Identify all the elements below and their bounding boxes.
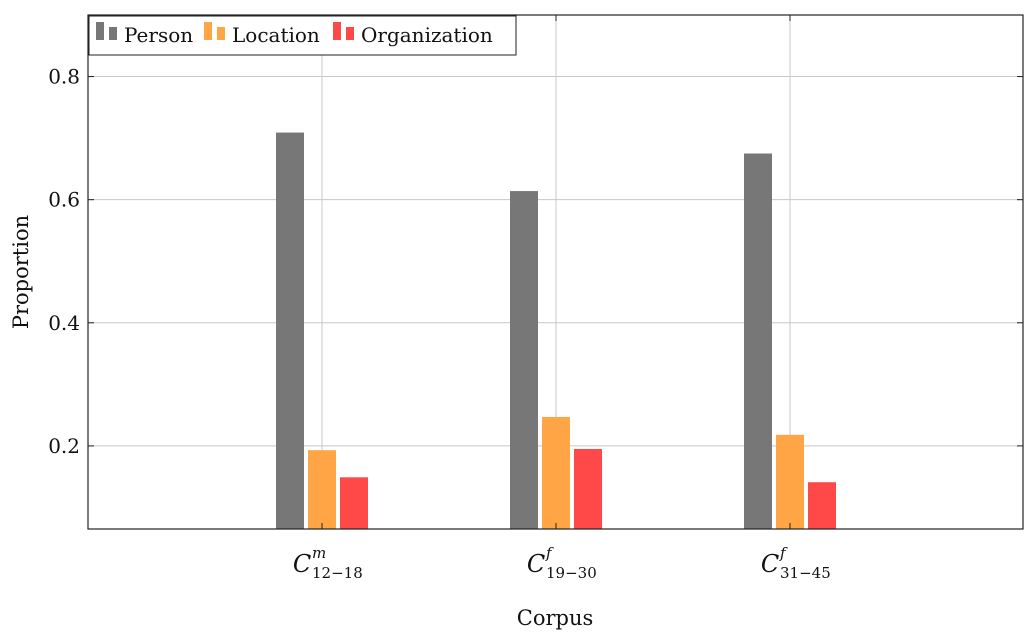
- y-tick-label: 0.2: [48, 434, 80, 458]
- legend-box: [88, 15, 517, 56]
- legend: Person Location Organization: [88, 15, 517, 56]
- x-tick-label-sup: f: [545, 544, 554, 562]
- bar-location: [776, 434, 804, 529]
- x-tick-label-sub: 19−30: [546, 564, 597, 582]
- bars: [276, 132, 836, 530]
- x-tick-label-sub: 12−18: [312, 564, 363, 582]
- y-tick-label: 0.8: [48, 65, 80, 89]
- legend-label-person: Person: [124, 23, 193, 47]
- bar-person: [510, 191, 538, 530]
- x-tick-label-sup: f: [779, 544, 788, 562]
- y-tick-label: 0.4: [48, 311, 80, 335]
- x-tick-label-sub: 31−45: [780, 564, 831, 582]
- x-tick-label-sup: m: [312, 544, 326, 562]
- axis-ticks: 0.2 0.4 0.6 0.8: [48, 15, 1023, 529]
- bar-location: [308, 450, 336, 529]
- bar-organization: [574, 448, 602, 529]
- x-tick-label-base: C: [761, 550, 779, 578]
- legend-label-organization: Organization: [361, 23, 493, 47]
- grid-lines: [88, 15, 1023, 529]
- legend-swatch-location: [217, 27, 225, 40]
- legend-swatch-person: [96, 22, 104, 40]
- bar-person: [744, 153, 772, 529]
- bar-person: [276, 132, 304, 529]
- bar-organization: [340, 477, 368, 529]
- legend-swatch-location: [204, 22, 212, 40]
- legend-swatch-organization: [333, 22, 341, 40]
- bar-location: [542, 416, 570, 529]
- y-axis-title: Proportion: [9, 215, 33, 329]
- x-tick-label-base: C: [527, 550, 545, 578]
- y-tick-label: 0.6: [48, 188, 80, 212]
- legend-swatch-person: [109, 27, 117, 40]
- legend-label-location: Location: [232, 23, 320, 47]
- x-tick-label-base: C: [293, 550, 311, 578]
- legend-swatch-organization: [346, 27, 354, 40]
- bar-organization: [808, 482, 836, 529]
- x-axis-title: Corpus: [517, 606, 594, 630]
